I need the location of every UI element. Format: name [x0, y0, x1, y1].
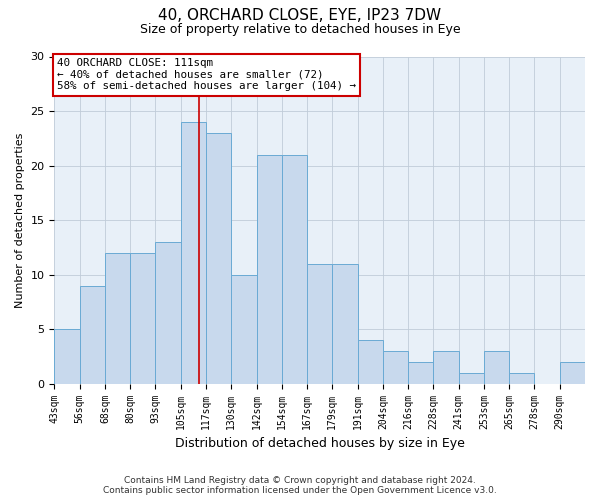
Bar [408, 362, 433, 384]
Y-axis label: Number of detached properties: Number of detached properties [15, 132, 25, 308]
Text: 40 ORCHARD CLOSE: 111sqm
← 40% of detached houses are smaller (72)
58% of semi-d: 40 ORCHARD CLOSE: 111sqm ← 40% of detach… [57, 58, 356, 92]
Bar [307, 264, 332, 384]
Bar [257, 154, 282, 384]
Bar [560, 362, 585, 384]
Bar [332, 264, 358, 384]
Bar [484, 351, 509, 384]
Bar [282, 154, 307, 384]
Bar [105, 253, 130, 384]
Bar [458, 373, 484, 384]
Bar [80, 286, 105, 384]
X-axis label: Distribution of detached houses by size in Eye: Distribution of detached houses by size … [175, 437, 464, 450]
Bar [155, 242, 181, 384]
Bar [130, 253, 155, 384]
Bar [231, 274, 257, 384]
Bar [358, 340, 383, 384]
Bar [433, 351, 458, 384]
Bar [383, 351, 408, 384]
Text: 40, ORCHARD CLOSE, EYE, IP23 7DW: 40, ORCHARD CLOSE, EYE, IP23 7DW [158, 8, 442, 22]
Bar [206, 133, 231, 384]
Bar [509, 373, 535, 384]
Text: Contains HM Land Registry data © Crown copyright and database right 2024.
Contai: Contains HM Land Registry data © Crown c… [103, 476, 497, 495]
Bar [181, 122, 206, 384]
Text: Size of property relative to detached houses in Eye: Size of property relative to detached ho… [140, 22, 460, 36]
Bar [55, 329, 80, 384]
